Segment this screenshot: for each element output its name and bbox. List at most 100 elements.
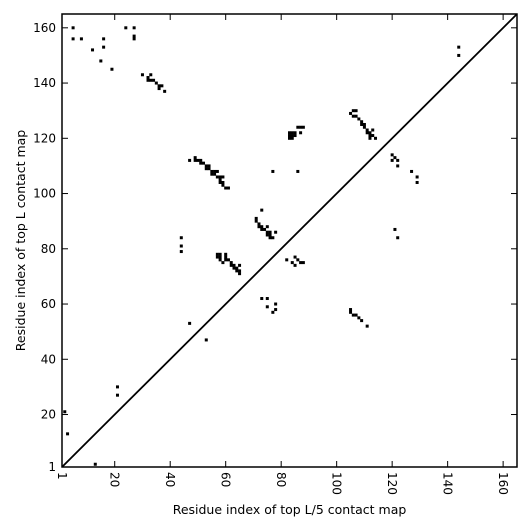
data-point [360, 120, 364, 124]
data-point [102, 37, 106, 41]
data-point [199, 161, 203, 165]
data-points [63, 26, 461, 466]
data-point [360, 122, 364, 126]
y-tick-label: 60 [41, 297, 56, 311]
data-point [293, 134, 297, 138]
y-tick-label: 80 [41, 242, 56, 256]
data-point [157, 87, 161, 91]
data-point [265, 297, 269, 301]
data-point [274, 308, 278, 312]
data-point [149, 73, 153, 77]
data-point [207, 164, 211, 168]
data-point [257, 222, 261, 226]
data-point [271, 236, 275, 240]
data-point [260, 225, 264, 229]
data-point [415, 175, 419, 179]
data-point [396, 164, 400, 168]
data-point [193, 156, 197, 160]
data-point [296, 125, 300, 129]
data-point [268, 230, 272, 234]
data-point [238, 272, 242, 276]
data-point [71, 26, 75, 30]
data-point [213, 169, 217, 173]
data-point [91, 48, 95, 52]
data-point [235, 269, 239, 273]
data-point [290, 134, 294, 138]
data-point [79, 37, 83, 41]
data-point [146, 76, 150, 80]
data-point [365, 324, 369, 328]
data-point [260, 297, 264, 301]
data-point [357, 316, 361, 320]
data-point [365, 128, 369, 132]
data-point [260, 208, 264, 212]
data-point [396, 236, 400, 240]
data-point [213, 172, 217, 176]
data-point [288, 134, 291, 138]
data-point [221, 175, 225, 179]
data-point [232, 266, 236, 270]
data-point [215, 175, 219, 179]
data-point [274, 302, 278, 306]
data-point [193, 158, 197, 162]
data-point [218, 258, 222, 262]
data-point [99, 59, 103, 63]
data-point [271, 169, 275, 173]
data-point [254, 216, 258, 220]
data-point [201, 161, 205, 165]
data-point [179, 236, 183, 240]
data-point [362, 125, 366, 129]
data-point [229, 261, 233, 265]
data-point [132, 37, 136, 41]
y-tick-label: 120 [33, 131, 56, 145]
data-point [221, 261, 225, 265]
data-point [215, 169, 219, 173]
data-point [260, 227, 264, 231]
data-point [221, 183, 225, 187]
data-point [132, 26, 136, 30]
data-point [66, 432, 70, 436]
data-point [63, 410, 67, 414]
data-point [154, 81, 158, 85]
data-point [374, 136, 378, 140]
data-point [224, 258, 228, 262]
data-point [290, 131, 294, 135]
y-tick-label: 20 [41, 408, 56, 422]
data-point [290, 136, 294, 140]
data-point [415, 180, 419, 184]
data-point [226, 258, 230, 262]
x-tick-label: 140 [441, 472, 455, 495]
data-point [293, 131, 297, 135]
data-point [354, 313, 358, 317]
data-point [204, 164, 208, 168]
data-point [115, 393, 119, 397]
data-point [224, 186, 228, 190]
data-point [238, 263, 242, 267]
data-point [221, 180, 225, 184]
data-point [238, 269, 242, 273]
data-point [265, 305, 269, 309]
data-point [199, 158, 203, 162]
data-point [71, 37, 75, 41]
data-point [360, 319, 364, 323]
x-tick-label: 120 [385, 472, 399, 495]
x-tick-label: 20 [108, 472, 122, 487]
data-point [268, 233, 272, 237]
x-axis-ticks: 1 20 40 60 80 100 120 140 160 [55, 14, 510, 495]
data-point [218, 252, 222, 256]
data-point [235, 266, 239, 270]
x-tick-label: 100 [330, 472, 344, 495]
data-point [301, 125, 305, 129]
data-point [210, 172, 214, 176]
data-point [110, 67, 114, 71]
data-point [351, 114, 355, 118]
data-point [293, 263, 297, 267]
data-point [218, 175, 222, 179]
x-axis-label: Residue index of top L/5 contact map [173, 502, 407, 517]
y-tick-label: 140 [33, 76, 56, 90]
data-point [299, 131, 303, 135]
y-tick-label: 160 [33, 21, 56, 35]
data-point [215, 252, 219, 256]
